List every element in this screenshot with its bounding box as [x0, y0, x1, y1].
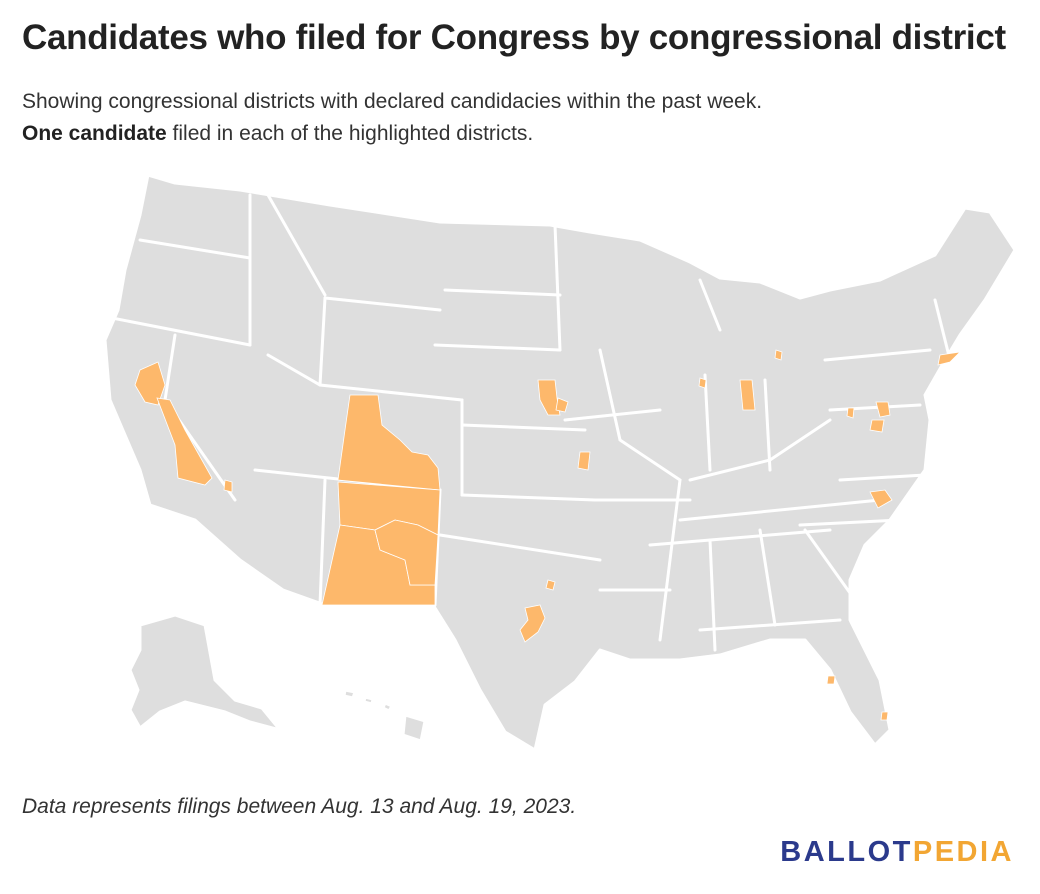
new-york-district — [937, 351, 962, 366]
state-line-ok-tx — [438, 533, 602, 562]
hawaii-island-c — [381, 701, 394, 713]
state-line-wy-ut — [266, 353, 464, 402]
contiguous-us-shape — [103, 173, 1017, 752]
virginia-district — [869, 419, 885, 433]
map-svg — [103, 173, 1017, 752]
state-line-mn-west — [553, 223, 562, 352]
state-line-il-in — [703, 373, 712, 472]
state-line-nc-sc — [798, 518, 902, 527]
state-line-va-nc — [838, 473, 927, 482]
hawaii-island-b — [362, 695, 375, 706]
chicago-district — [698, 377, 707, 389]
state-line-ms-al — [708, 538, 717, 652]
state-line-pa-ny — [823, 348, 932, 362]
logo-part-2: PEDIA — [912, 836, 1014, 868]
state-line-nd-sd — [443, 288, 562, 297]
state-line-ga-fl — [698, 618, 842, 632]
state-line-in-oh — [763, 378, 772, 472]
state-line-ga-sc — [803, 528, 857, 602]
north-carolina-district — [869, 489, 893, 509]
dallas-district — [545, 579, 556, 591]
state-line-sd-ne — [433, 343, 562, 352]
state-line-wy-west — [318, 296, 327, 387]
state-line-ohio-river — [688, 418, 832, 482]
kansas-city-district — [577, 451, 591, 471]
western-colorado-district — [337, 394, 441, 491]
state-line-mississippi — [598, 348, 682, 642]
omaha-district — [555, 397, 569, 413]
subtitle-line-2-rest: filed in each of the highlighted distric… — [166, 122, 534, 145]
state-line-tn-south — [648, 528, 832, 547]
state-line-id-mt — [266, 193, 327, 297]
nebraska-district — [537, 379, 561, 416]
michigan-district — [774, 349, 783, 361]
logo-part-1: BALLOT — [780, 836, 913, 868]
footnote: Data represents filings between Aug. 13 … — [22, 795, 577, 818]
state-line-ne-ks — [460, 423, 587, 432]
maryland-district — [875, 401, 891, 418]
state-line-ks-ok — [460, 493, 597, 502]
subtitle-line-1: Showing congressional districts with dec… — [22, 90, 763, 113]
subtitle: Showing congressional districts with dec… — [22, 86, 762, 150]
state-line-al-ga — [758, 528, 777, 627]
northern-california-district — [134, 361, 166, 406]
southern-nevada-district — [223, 479, 233, 493]
us-district-map — [0, 160, 1040, 770]
base-states — [103, 173, 1017, 752]
state-line-or-ca — [110, 316, 252, 347]
state-line-tn-ky — [678, 498, 882, 522]
highlighted-districts — [134, 349, 962, 721]
page-title: Candidates who filed for Congress by con… — [22, 18, 1006, 57]
state-line-mi-wi — [698, 278, 722, 332]
ballotpedia-logo: BALLOTPEDIA — [780, 836, 1014, 869]
miami-district — [880, 711, 889, 721]
tampa-district — [826, 675, 836, 685]
state-borders — [110, 193, 952, 652]
central-texas-district — [519, 604, 546, 643]
eastern-california-district — [156, 397, 213, 486]
state-line-az-nm — [318, 478, 327, 607]
state-line-ia-mo — [563, 408, 662, 422]
state-line-wa-or — [138, 238, 252, 260]
state-line-ny-ne — [933, 298, 952, 362]
hawaii-island-d — [401, 713, 427, 743]
legend-highlight-label: One candidate — [22, 122, 167, 145]
state-line-mt-wy — [323, 296, 442, 312]
hawaii-island-a — [342, 688, 357, 700]
alaska-shape — [128, 613, 282, 732]
new-mexico-district-c — [374, 519, 439, 586]
subtitle-line-2: One candidate filed in each of the highl… — [22, 118, 762, 150]
state-line-pa-south — [828, 403, 922, 412]
west-virginia-district — [846, 407, 855, 419]
indiana-district — [739, 379, 756, 411]
